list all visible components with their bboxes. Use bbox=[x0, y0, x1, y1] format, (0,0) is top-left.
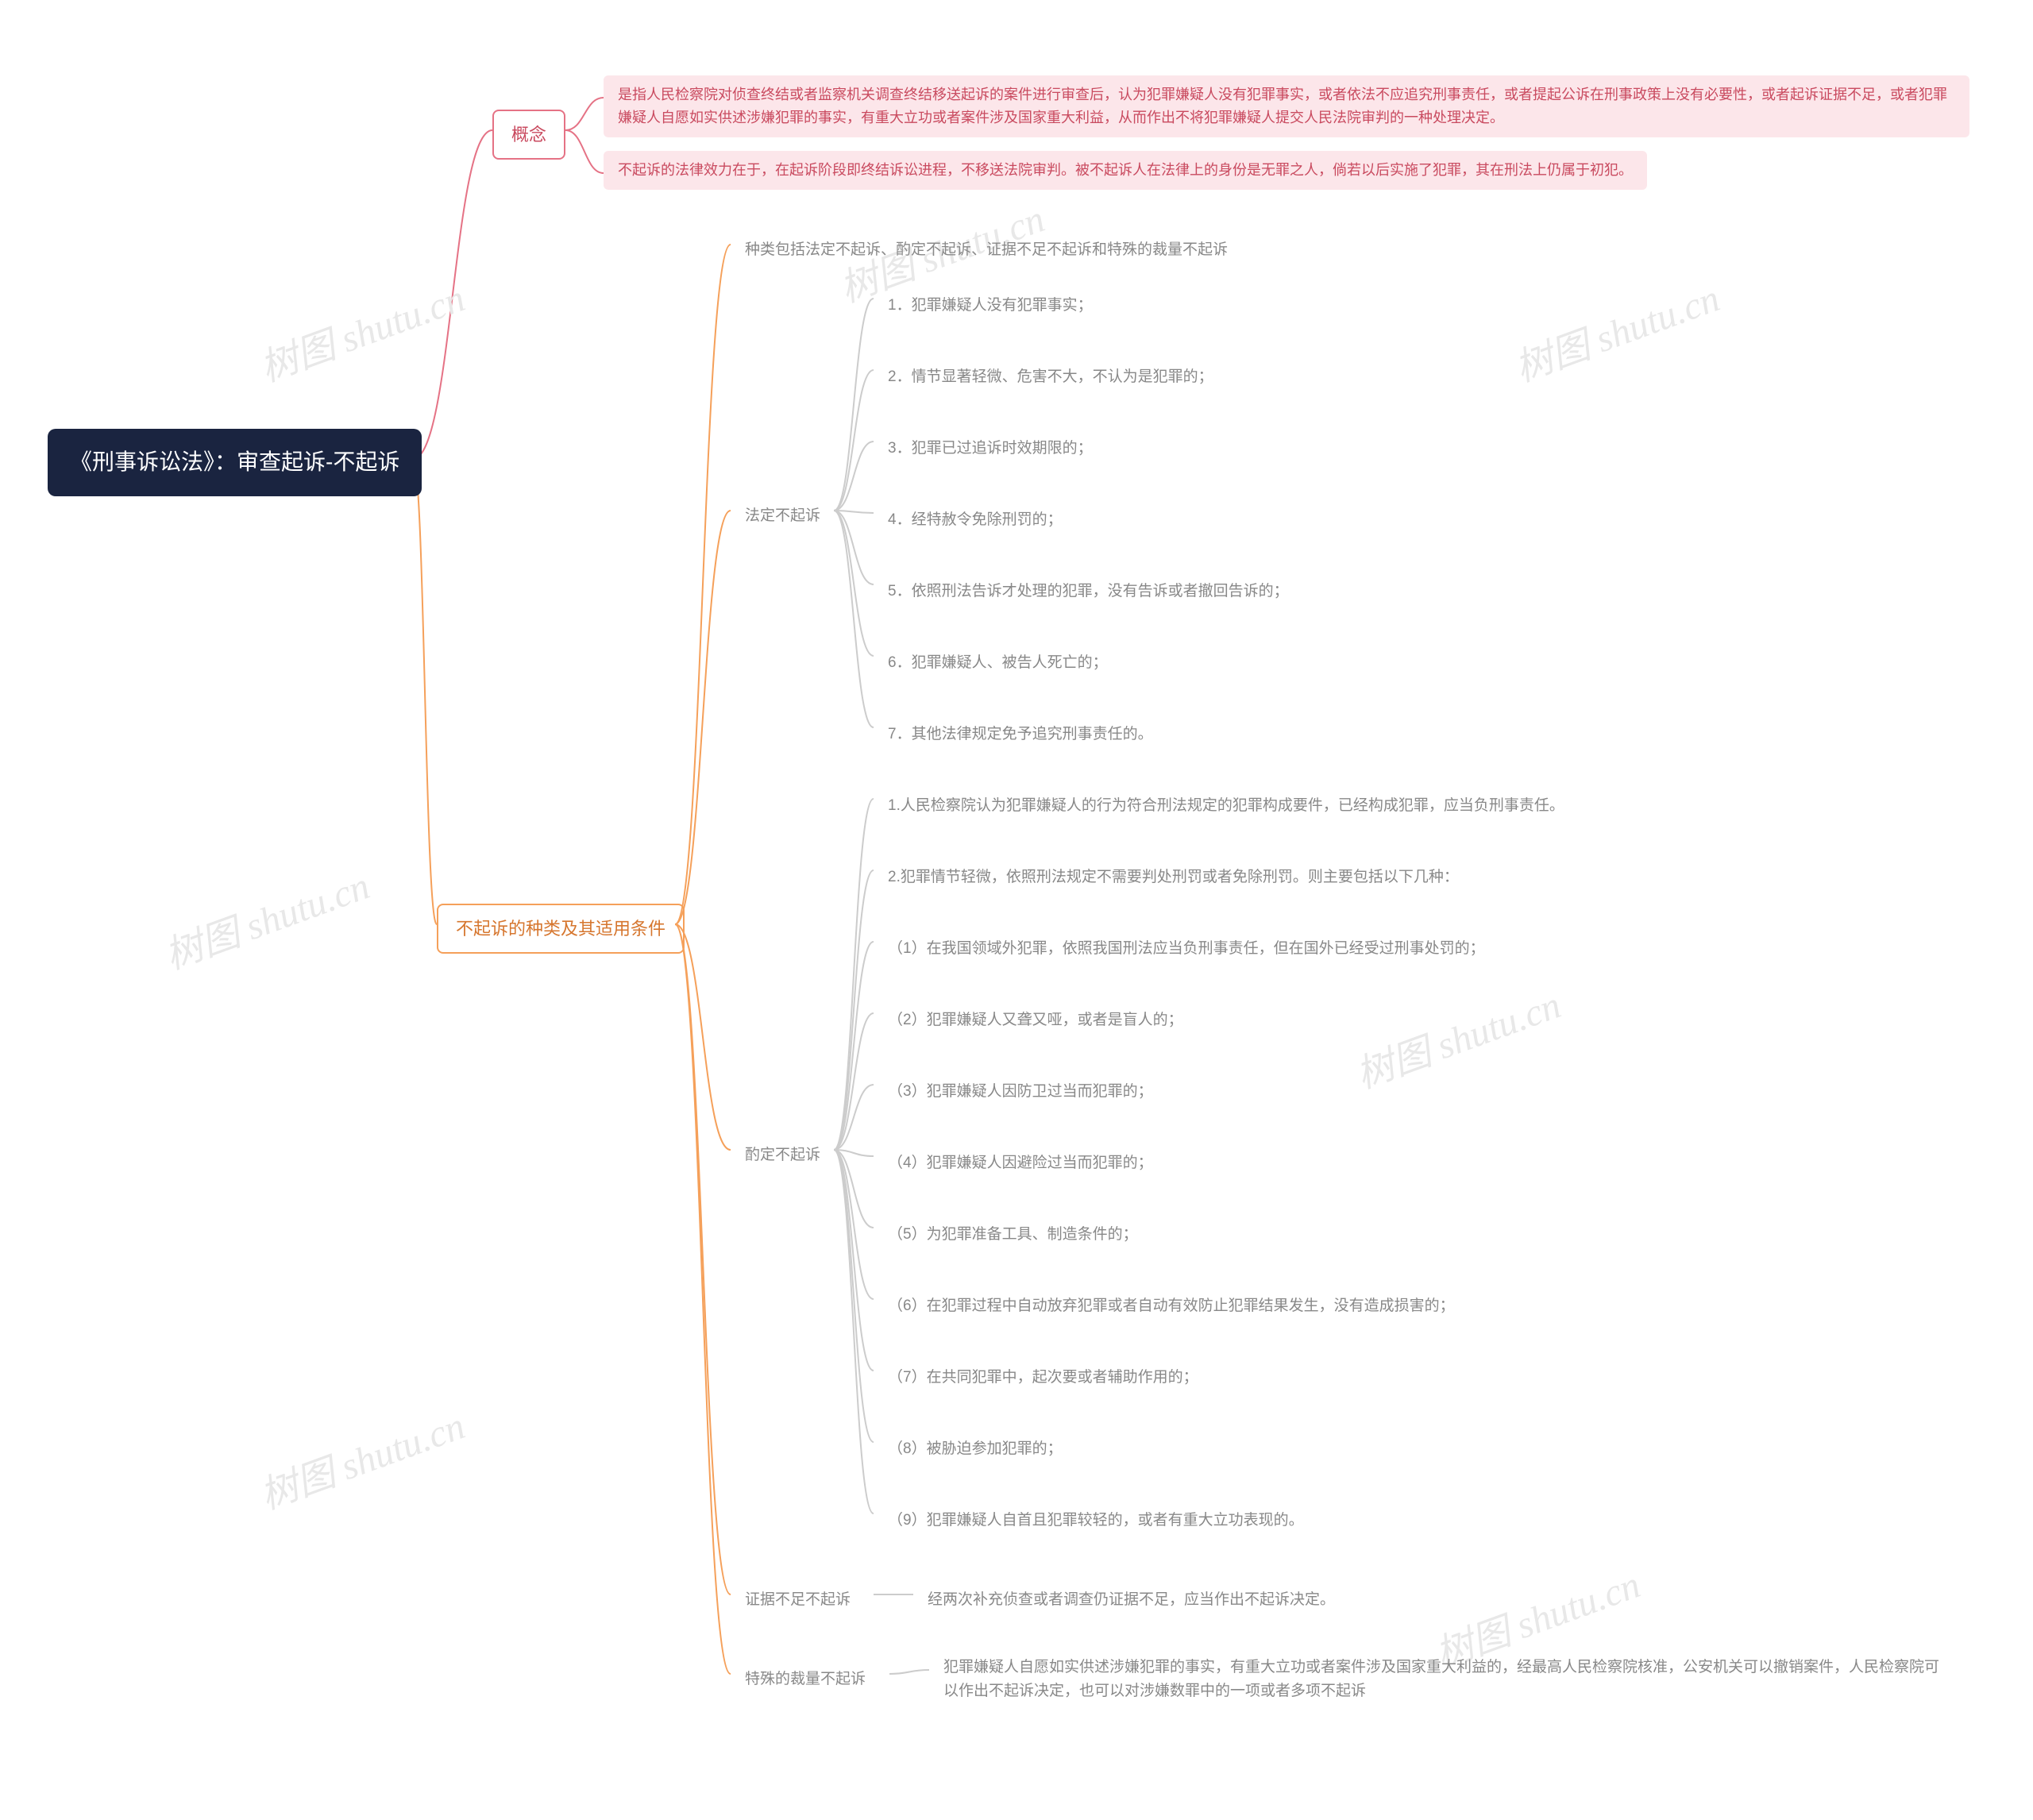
discretionary-item: （9）犯罪嫌疑人自首且犯罪较轻的，或者有重大立功表现的。 bbox=[874, 1501, 1318, 1540]
discretionary-item: 2.犯罪情节轻微，依照刑法规定不需要判处刑罚或者免除刑罚。则主要包括以下几种： bbox=[874, 858, 1473, 897]
statutory-item: 4．经特赦令免除刑罚的； bbox=[874, 500, 1077, 540]
types-intro: 种类包括法定不起诉、酌定不起诉、证据不足不起诉和特殊的裁量不起诉 bbox=[731, 230, 1242, 270]
special-text: 犯罪嫌疑人自愿如实供述涉嫌犯罪的事实，有重大立功或者案件涉及国家重大利益的，经最… bbox=[929, 1648, 1962, 1712]
statutory-item: 3．犯罪已过追诉时效期限的； bbox=[874, 429, 1107, 468]
root-node: 《刑事诉讼法》：审查起诉-不起诉 bbox=[48, 429, 422, 496]
types-box: 不起诉的种类及其适用条件 bbox=[437, 904, 685, 954]
discretionary-label: 酌定不起诉 bbox=[731, 1136, 835, 1175]
insufficient-label: 证据不足不起诉 bbox=[731, 1580, 865, 1620]
concept-box: 概念 bbox=[492, 110, 565, 160]
statutory-label: 法定不起诉 bbox=[731, 496, 835, 536]
watermark: 树图 shutu.cn bbox=[1506, 267, 1726, 392]
discretionary-item: （8）被胁迫参加犯罪的； bbox=[874, 1429, 1077, 1469]
watermark: 树图 shutu.cn bbox=[251, 267, 471, 392]
statutory-item: 7．其他法律规定免予追究刑事责任的。 bbox=[874, 715, 1167, 754]
special-label: 特殊的裁量不起诉 bbox=[731, 1660, 880, 1699]
discretionary-item: （7）在共同犯罪中，起次要或者辅助作用的； bbox=[874, 1358, 1213, 1398]
discretionary-item: （1）在我国领域外犯罪，依照我国刑法应当负刑事责任，但在国外已经受过刑事处罚的； bbox=[874, 929, 1499, 969]
concept-item: 是指人民检察院对侦查终结或者监察机关调查终结移送起诉的案件进行审查后，认为犯罪嫌… bbox=[604, 75, 1969, 137]
watermark: 树图 shutu.cn bbox=[251, 1394, 471, 1520]
discretionary-item: （6）在犯罪过程中自动放弃犯罪或者自动有效防止犯罪结果发生，没有造成损害的； bbox=[874, 1286, 1469, 1326]
discretionary-item: 1.人民检察院认为犯罪嫌疑人的行为符合刑法规定的犯罪构成要件，已经构成犯罪，应当… bbox=[874, 786, 1579, 826]
discretionary-item: （5）为犯罪准备工具、制造条件的； bbox=[874, 1215, 1152, 1255]
insufficient-text: 经两次补充侦查或者调查仍证据不足，应当作出不起诉决定。 bbox=[913, 1580, 1349, 1620]
statutory-item: 1．犯罪嫌疑人没有犯罪事实； bbox=[874, 286, 1107, 326]
connectors-svg bbox=[0, 0, 2033, 1820]
discretionary-item: （3）犯罪嫌疑人因防卫过当而犯罪的； bbox=[874, 1072, 1167, 1112]
watermark: 树图 shutu.cn bbox=[1347, 974, 1567, 1099]
statutory-item: 2．情节显著轻微、危害不大，不认为是犯罪的； bbox=[874, 357, 1228, 397]
statutory-item: 6．犯罪嫌疑人、被告人死亡的； bbox=[874, 643, 1122, 683]
watermark: 树图 shutu.cn bbox=[156, 854, 376, 980]
discretionary-item: （2）犯罪嫌疑人又聋又哑，或者是盲人的； bbox=[874, 1001, 1198, 1040]
discretionary-item: （4）犯罪嫌疑人因避险过当而犯罪的； bbox=[874, 1143, 1167, 1183]
concept-item: 不起诉的法律效力在于，在起诉阶段即终结诉讼进程，不移送法院审判。被不起诉人在法律… bbox=[604, 151, 1647, 190]
statutory-item: 5．依照刑法告诉才处理的犯罪，没有告诉或者撤回告诉的； bbox=[874, 572, 1303, 611]
